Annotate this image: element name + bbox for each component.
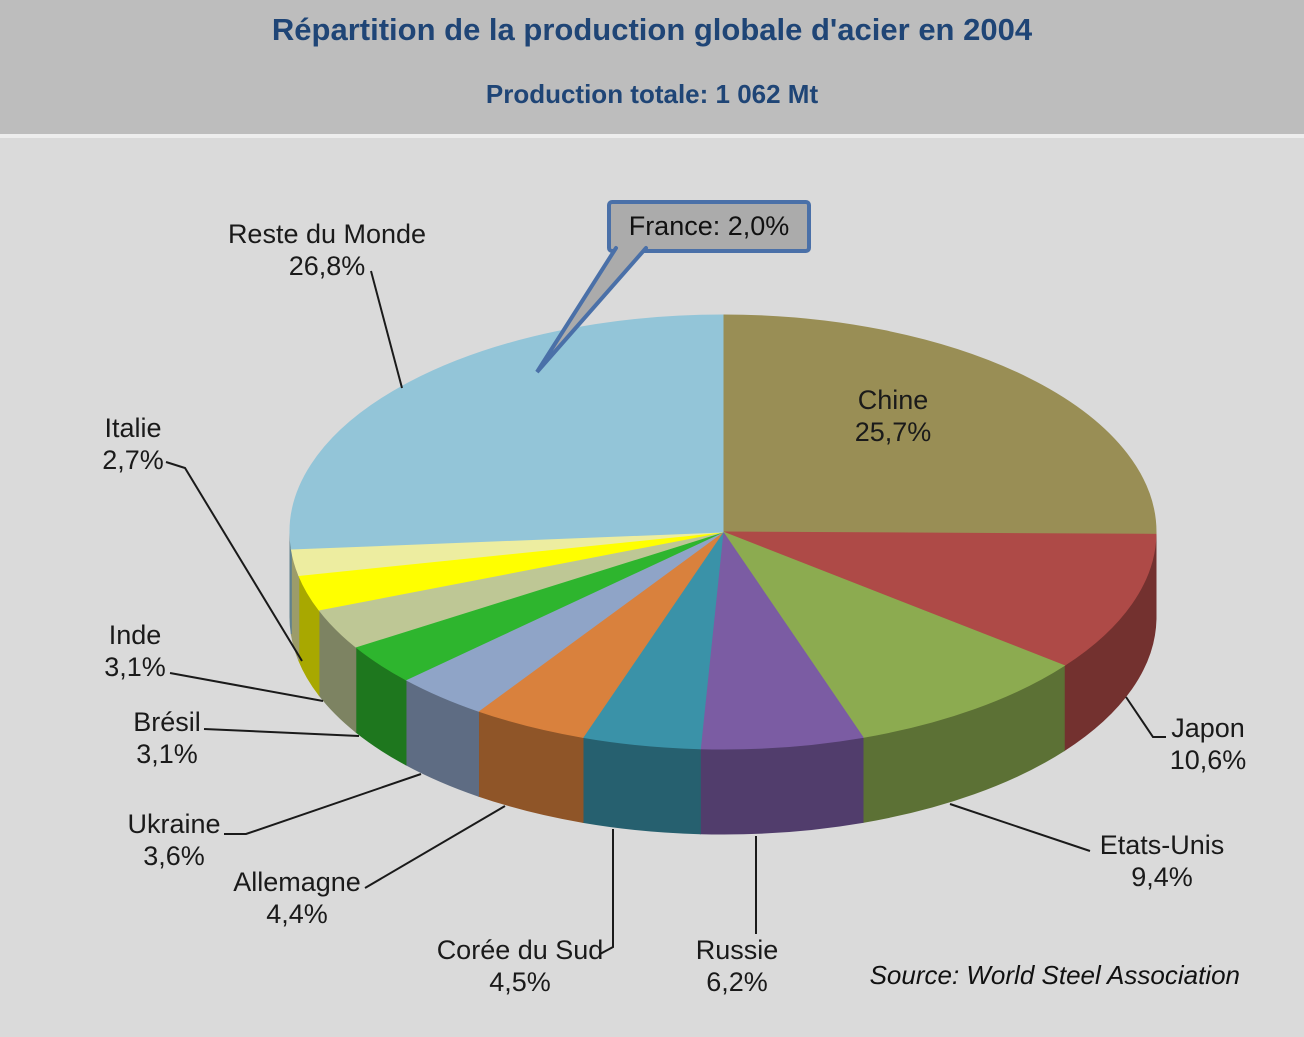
slice-label-japon: Japon <box>1171 713 1245 743</box>
slice-value-japon: 10,6% <box>1170 745 1247 775</box>
slice-label-russie: Russie <box>696 935 779 965</box>
leader-line-ukraine <box>224 773 422 835</box>
slice-value-inde: 3,1% <box>104 652 166 682</box>
france-callout-text: France: 2,0% <box>628 211 790 241</box>
slice-value-ukraine: 3,6% <box>143 841 205 871</box>
chart-subtitle: Production totale: 1 062 Mt <box>485 79 819 109</box>
slice-label-bresil: Brésil <box>133 707 201 737</box>
leader-line-italie <box>165 461 303 662</box>
slice-label-reste-du-monde: Reste du Monde <box>228 219 426 249</box>
leader-line-japon <box>1125 696 1166 738</box>
source-note: Source: World Steel Association <box>869 960 1240 990</box>
slice-label-inde: Inde <box>109 620 162 650</box>
pie-slice-russie <box>699 530 864 750</box>
chart-title: Répartition de la production globale d'a… <box>271 12 1033 47</box>
leader-line-coree-du-sud <box>599 829 614 955</box>
leader-line-inde <box>169 672 324 702</box>
slice-value-etats-unis: 9,4% <box>1131 862 1193 892</box>
pie-slice-etats-unis <box>721 530 1066 738</box>
pie-slice-chine <box>722 314 1157 535</box>
slice-value-italie: 2,7% <box>102 445 164 475</box>
slice-label-allemagne: Allemagne <box>233 867 361 897</box>
leader-line-bresil <box>203 728 360 737</box>
slice-value-russie: 6,2% <box>706 967 768 997</box>
pie-slice-side-russie <box>699 736 864 835</box>
slice-value-coree-du-sud: 4,5% <box>489 967 551 997</box>
slice-label-ukraine: Ukraine <box>127 809 220 839</box>
callout-tail <box>535 246 648 374</box>
leader-line-reste-du-monde <box>370 270 403 389</box>
slice-label-chine: Chine <box>858 385 929 415</box>
france-callout: France: 2,0% <box>607 200 811 253</box>
leader-line-etats-unis <box>949 803 1091 852</box>
slice-label-etats-unis: Etats-Unis <box>1100 830 1225 860</box>
slice-value-chine: 25,7% <box>855 417 932 447</box>
pie-slice-side-coree-du-sud <box>582 736 701 835</box>
pie-slice-reste-du-monde <box>289 314 724 550</box>
slice-label-italie: Italie <box>104 413 161 443</box>
slice-value-reste-du-monde: 26,8% <box>289 251 366 281</box>
chart-header: Répartition de la production globale d'a… <box>0 0 1304 138</box>
pie-slice-japon <box>722 531 1157 667</box>
slice-value-allemagne: 4,4% <box>266 899 328 929</box>
slice-value-bresil: 3,1% <box>136 739 198 769</box>
slice-label-coree-du-sud: Corée du Sud <box>437 935 604 965</box>
leader-line-allemagne <box>364 805 506 889</box>
